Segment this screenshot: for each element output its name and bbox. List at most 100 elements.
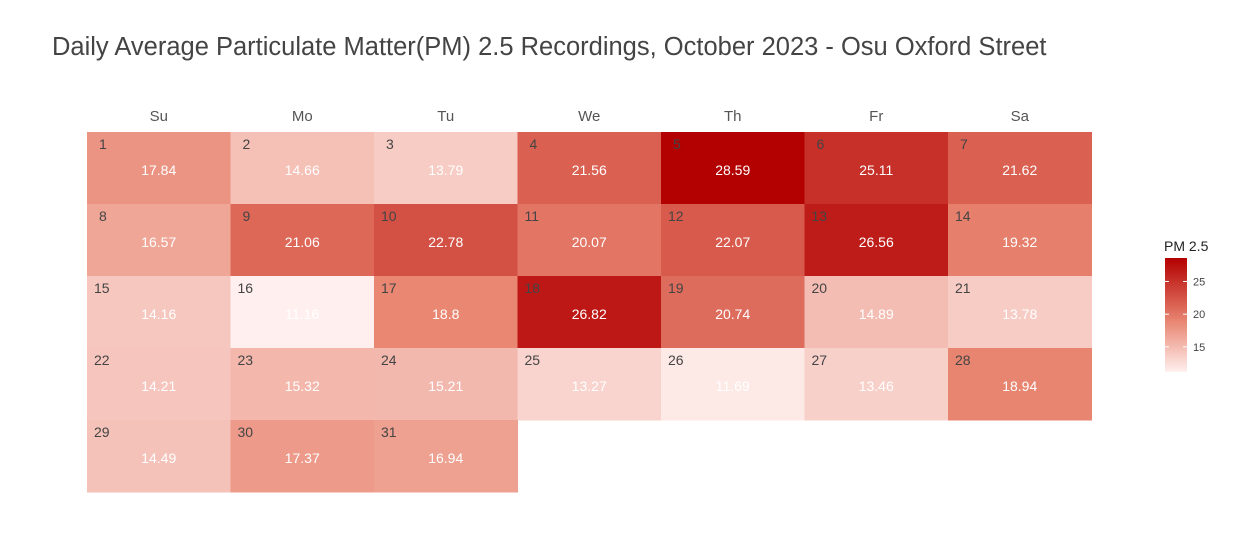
cell-value: 20.07	[572, 234, 607, 250]
weekday-label: Mo	[292, 108, 313, 125]
day-number: 18	[525, 280, 541, 296]
calendar-cell: 214.66	[230, 132, 375, 205]
cell-fill	[804, 132, 949, 205]
weekday-label: Su	[150, 108, 168, 125]
cell-value: 14.89	[859, 306, 894, 322]
calendar-cell: 15 14.16	[87, 276, 231, 349]
weekday-label: Fr	[869, 108, 883, 125]
calendar-cell: 12 22.07	[661, 204, 805, 277]
calendar-cell: 13 26.56	[804, 204, 949, 277]
cell-fill	[374, 420, 518, 493]
legend-tick-label: 25	[1193, 276, 1205, 288]
calendar-cell: 625.11	[804, 132, 949, 205]
cell-value: 19.32	[1002, 234, 1037, 250]
cell-value: 21.56	[572, 162, 607, 178]
cell-fill	[374, 348, 518, 421]
day-number: 24	[381, 352, 397, 368]
cell-fill	[948, 132, 1092, 205]
calendar-cell: 721.62	[948, 132, 1092, 205]
calendar-cell: 30 17.37	[230, 420, 375, 493]
cell-fill	[804, 204, 949, 277]
cell-value: 28.59	[715, 162, 750, 178]
day-number: 13	[812, 208, 828, 224]
day-number: 30	[238, 424, 254, 440]
cell-fill	[948, 276, 1092, 349]
day-number: 12	[668, 208, 684, 224]
weekday-label: Tu	[437, 108, 454, 125]
weekday-label: Sa	[1011, 108, 1030, 125]
calendar-cell: 29 14.49	[87, 420, 231, 493]
cell-value: 15.21	[428, 378, 463, 394]
cell-fill	[374, 276, 518, 349]
calendar-cell: 16 11.16	[230, 276, 375, 349]
cell-fill	[374, 204, 518, 277]
day-number: 11	[525, 208, 540, 224]
calendar-cell: 313.79	[374, 132, 518, 205]
weekday-header-row: Su Mo Tu We Th Fr Sa	[150, 108, 1030, 125]
day-number: 4	[530, 136, 538, 152]
cell-fill	[661, 204, 805, 277]
cell-value: 11.69	[716, 378, 750, 394]
cell-fill	[517, 348, 662, 421]
cell-fill	[87, 204, 231, 277]
cell-value: 21.62	[1002, 162, 1037, 178]
legend-tick-label: 20	[1193, 309, 1205, 321]
cell-value: 13.78	[1002, 306, 1037, 322]
cell-value: 26.56	[859, 234, 894, 250]
cell-value: 17.37	[285, 450, 320, 466]
legend-title: PM 2.5	[1164, 238, 1209, 254]
cell-value: 14.49	[141, 450, 176, 466]
cell-fill	[661, 276, 805, 349]
cell-value: 16.57	[141, 234, 176, 250]
legend-color-bar	[1165, 258, 1187, 372]
cell-value: 14.21	[141, 378, 176, 394]
cell-fill	[948, 348, 1092, 421]
calendar-cell: 14 19.32	[948, 204, 1092, 277]
day-number: 3	[386, 136, 394, 152]
day-number: 21	[955, 280, 971, 296]
day-number: 9	[243, 208, 251, 224]
calendar-cell: 26 11.69	[661, 348, 805, 421]
cell-value: 26.82	[572, 306, 607, 322]
cell-fill	[517, 132, 662, 205]
cell-value: 14.16	[141, 306, 176, 322]
cell-value: 22.78	[428, 234, 463, 250]
day-number: 26	[668, 352, 684, 368]
cell-value: 18.94	[1002, 378, 1037, 394]
day-number: 25	[525, 352, 541, 368]
cell-fill	[230, 420, 375, 493]
color-legend: PM 2.5 15 20 25	[1164, 238, 1209, 372]
cell-fill	[948, 204, 1092, 277]
cell-value: 16.94	[428, 450, 463, 466]
calendar-cell: 19 20.74	[661, 276, 805, 349]
day-number: 6	[817, 136, 825, 152]
day-number: 27	[812, 352, 828, 368]
day-number: 10	[381, 208, 397, 224]
day-number: 5	[673, 136, 681, 152]
calendar-cell: 27 13.46	[804, 348, 949, 421]
day-number: 16	[238, 280, 254, 296]
calendar-cell: 22 14.21	[87, 348, 231, 421]
day-number: 23	[238, 352, 254, 368]
calendar-cell: 11 20.07	[517, 204, 662, 277]
cell-fill	[517, 204, 662, 277]
calendar-cell: 117.84	[87, 132, 231, 205]
cell-fill	[87, 132, 231, 205]
calendar-cell: 921.06	[230, 204, 375, 277]
cell-fill	[230, 204, 375, 277]
cell-value: 11.16	[285, 306, 319, 322]
day-number: 15	[94, 280, 110, 296]
cell-fill	[517, 276, 662, 349]
cell-fill	[661, 348, 805, 421]
legend-ticks: 15 20 25	[1165, 276, 1205, 354]
calendar-cell: 18 26.82	[517, 276, 662, 349]
day-number: 1	[99, 136, 107, 152]
cell-value: 13.46	[859, 378, 894, 394]
day-number: 20	[812, 280, 828, 296]
weekday-label: Th	[724, 108, 742, 125]
weekday-label: We	[578, 108, 600, 125]
cell-fill	[87, 420, 231, 493]
cell-value: 22.07	[715, 234, 750, 250]
cell-fill	[87, 348, 231, 421]
